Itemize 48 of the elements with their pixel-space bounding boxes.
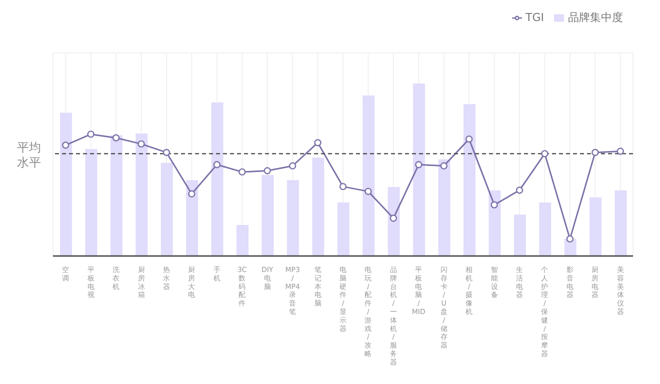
bar [262, 174, 274, 256]
point [162, 148, 170, 156]
point [541, 150, 548, 158]
point [490, 201, 498, 208]
legend-label: 品牌集中度 [568, 11, 623, 24]
bar [136, 133, 148, 256]
point [390, 214, 398, 222]
point [188, 190, 196, 198]
bar [211, 102, 224, 256]
point [465, 135, 473, 143]
bar [186, 180, 198, 256]
bar [312, 158, 324, 256]
point [213, 161, 221, 168]
bar [488, 190, 501, 256]
bar [110, 135, 122, 256]
bar [286, 180, 299, 256]
point [62, 142, 70, 149]
point [264, 167, 271, 174]
point [238, 168, 246, 176]
bar [413, 83, 426, 256]
point [138, 140, 145, 148]
bar [337, 202, 350, 256]
bar [514, 214, 526, 256]
point [592, 148, 599, 156]
point [314, 139, 322, 146]
point [112, 134, 120, 142]
bar [160, 162, 173, 256]
point [339, 182, 347, 190]
point [566, 235, 574, 243]
point [87, 130, 94, 138]
bar [388, 186, 400, 256]
point [516, 186, 524, 194]
point [288, 162, 296, 170]
bar [539, 202, 552, 256]
bar [362, 96, 375, 256]
point [415, 161, 422, 168]
bar [590, 197, 602, 256]
bar [438, 159, 450, 256]
ref-line-label: 平均水平 [17, 140, 41, 170]
legend-label: TGI [526, 11, 544, 24]
bar [614, 190, 627, 256]
point [616, 148, 624, 155]
bar [236, 224, 249, 256]
point [364, 188, 372, 196]
bar [60, 112, 72, 256]
bar [85, 149, 98, 256]
bar [463, 104, 476, 256]
point [440, 162, 448, 170]
